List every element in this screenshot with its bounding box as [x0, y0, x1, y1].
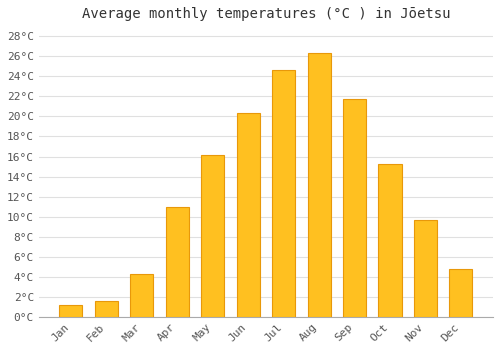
- Bar: [272, 70, 295, 317]
- Bar: [201, 154, 224, 317]
- Bar: [378, 163, 402, 317]
- Bar: [236, 113, 260, 317]
- Bar: [308, 53, 330, 317]
- Bar: [450, 269, 472, 317]
- Bar: [130, 274, 154, 317]
- Bar: [166, 206, 189, 317]
- Bar: [60, 305, 82, 317]
- Bar: [343, 99, 366, 317]
- Bar: [414, 220, 437, 317]
- Title: Average monthly temperatures (°C ) in Jōetsu: Average monthly temperatures (°C ) in Jō…: [82, 7, 450, 21]
- Bar: [95, 301, 118, 317]
